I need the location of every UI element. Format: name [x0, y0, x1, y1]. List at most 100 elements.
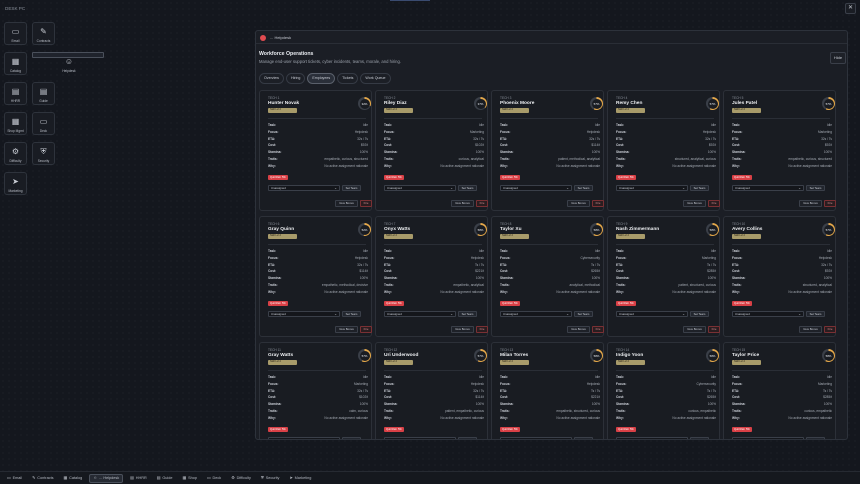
employee-id: TECH 5: [732, 96, 744, 100]
taskbar-item-difficulty[interactable]: ⚙ Difficulty: [228, 474, 254, 483]
tab-overview[interactable]: Overview: [259, 73, 284, 84]
give-bonus-button[interactable]: Give Bonus: [799, 326, 822, 333]
set-team-button[interactable]: Set Team: [458, 437, 477, 439]
set-team-button[interactable]: Set Team: [806, 311, 825, 317]
chevron-down-icon: ⌄: [334, 312, 337, 316]
team-select[interactable]: Unassigned ⌄: [500, 437, 572, 439]
set-team-button[interactable]: Set Team: [690, 437, 709, 439]
detail-row-task: Task: Idle: [500, 248, 600, 255]
team-select[interactable]: Unassigned ⌄: [384, 185, 456, 191]
divider: [500, 244, 598, 245]
hide-button[interactable]: Hide: [830, 52, 846, 64]
employee-details: Task: Idle Focus: Helpdesk ETA: 32s / Ts Cost:…: [384, 374, 484, 422]
tab-hiring[interactable]: Hiring: [285, 73, 306, 84]
taskbar-item-catalog[interactable]: ▦ Catalog: [61, 474, 86, 483]
taskbar-item-email[interactable]: ▭ Email: [4, 474, 25, 483]
taskbar-item-security[interactable]: ⛨ Security: [258, 474, 283, 483]
desktop-icon-guide[interactable]: ▤ Guide: [32, 82, 55, 105]
desktop-icon-security[interactable]: ⛨ Security: [32, 142, 55, 165]
team-select[interactable]: Unassigned ⌄: [616, 311, 688, 317]
desktop-icon-difficulty[interactable]: ⚙ Difficulty: [4, 142, 27, 165]
set-team-button[interactable]: Set Team: [342, 437, 361, 439]
fire-button[interactable]: Fire: [824, 200, 836, 207]
taskbar-item-deck[interactable]: ▭ Deck: [204, 474, 224, 483]
team-select-value: Unassigned: [735, 312, 750, 316]
team-select[interactable]: Unassigned ⌄: [268, 311, 340, 317]
set-team-button[interactable]: Set Team: [342, 311, 361, 317]
fire-button[interactable]: Fire: [592, 326, 604, 333]
taskbar-item-guide[interactable]: ▤ Guide: [154, 474, 176, 483]
taskbar-item-helpdesk[interactable]: ☺... Helpdesk: [89, 473, 124, 483]
fire-button[interactable]: Fire: [360, 200, 372, 207]
team-select-value: Unassigned: [387, 186, 402, 190]
fire-button[interactable]: Fire: [708, 326, 720, 333]
detail-label: Focus:: [500, 381, 511, 386]
team-select[interactable]: Unassigned ⌄: [616, 437, 688, 439]
window-close-button[interactable]: [260, 34, 266, 41]
taskbar-item-shop[interactable]: ▦ Shop: [179, 474, 199, 483]
taskbar-item-contracts[interactable]: ✎ Contracts: [29, 474, 56, 483]
tab-employees[interactable]: Employees: [307, 73, 336, 84]
set-team-button[interactable]: Set Team: [806, 185, 825, 191]
team-select[interactable]: Unassigned ⌄: [500, 311, 572, 317]
skill-badge: Skill Lvl 2: [268, 234, 297, 239]
detail-value: Helpdesk: [354, 255, 368, 260]
team-select-value: Unassigned: [735, 186, 750, 190]
desktop-icon-email[interactable]: ▭ Email: [4, 22, 27, 45]
give-bonus-button[interactable]: Give Bonus: [567, 326, 590, 333]
give-bonus-button[interactable]: Give Bonus: [683, 200, 706, 207]
set-team-button[interactable]: Set Team: [574, 437, 593, 439]
team-select[interactable]: Unassigned ⌄: [268, 185, 340, 191]
window-titlebar[interactable]: ... Helpdesk: [256, 31, 847, 44]
team-select[interactable]: Unassigned ⌄: [732, 311, 804, 317]
detail-row-why: Why: No active assignment rationale: [500, 415, 600, 422]
contracts-icon: ✎: [32, 475, 36, 480]
set-team-button[interactable]: Set Team: [806, 437, 825, 439]
desktop-icon-helpdesk[interactable]: ☺ Helpdesk: [32, 52, 104, 73]
detail-row-eta: ETA: Ts / Ts: [616, 262, 716, 269]
fire-button[interactable]: Fire: [824, 326, 836, 333]
give-bonus-button[interactable]: Give Bonus: [451, 200, 474, 207]
detail-row-stamina: Stamina: 100%: [616, 275, 716, 282]
set-team-button[interactable]: Set Team: [574, 311, 593, 317]
give-bonus-button[interactable]: Give Bonus: [683, 326, 706, 333]
team-select[interactable]: Unassigned ⌄: [500, 185, 572, 191]
desktop-icon-shop[interactable]: ▦ Shop Mgmt: [4, 112, 27, 135]
set-team-button[interactable]: Set Team: [458, 185, 477, 191]
detail-value: Idle: [826, 375, 832, 379]
fire-button[interactable]: Fire: [708, 200, 720, 207]
detail-row-cost: Cost: $265/t: [616, 394, 716, 401]
detail-value: 32s / Ts: [589, 136, 600, 141]
tab-work-queue[interactable]: Work Queue: [360, 73, 391, 84]
team-select-value: Unassigned: [619, 186, 634, 190]
fire-button[interactable]: Fire: [476, 200, 488, 207]
team-select[interactable]: Unassigned ⌄: [384, 311, 456, 317]
desktop-icon-deck[interactable]: ▭ Deck: [32, 112, 55, 135]
set-team-button[interactable]: Set Team: [458, 311, 477, 317]
team-select[interactable]: Unassigned ⌄: [268, 437, 340, 439]
desktop-icon-marketing[interactable]: ➤ Marketing: [4, 172, 27, 195]
desktop-icon-hhrr[interactable]: ▤ HHRR: [4, 82, 27, 105]
team-select[interactable]: Unassigned ⌄: [732, 437, 804, 439]
fire-button[interactable]: Fire: [592, 200, 604, 207]
taskbar-item-marketing[interactable]: ➤ Marketing: [286, 474, 314, 483]
set-team-button[interactable]: Set Team: [574, 185, 593, 191]
give-bonus-button[interactable]: Give Bonus: [567, 200, 590, 207]
desktop-icon-contracts[interactable]: ✎ Contracts: [32, 22, 55, 45]
team-select[interactable]: Unassigned ⌄: [384, 437, 456, 439]
close-icon[interactable]: ✕: [845, 3, 856, 14]
give-bonus-button[interactable]: Give Bonus: [335, 326, 358, 333]
team-select[interactable]: Unassigned ⌄: [616, 185, 688, 191]
fire-button[interactable]: Fire: [476, 326, 488, 333]
fire-button[interactable]: Fire: [360, 326, 372, 333]
set-team-button[interactable]: Set Team: [690, 185, 709, 191]
set-team-button[interactable]: Set Team: [342, 185, 361, 191]
give-bonus-button[interactable]: Give Bonus: [451, 326, 474, 333]
desktop-icon-catalog[interactable]: ▦ Catalog: [4, 52, 27, 75]
give-bonus-button[interactable]: Give Bonus: [335, 200, 358, 207]
set-team-button[interactable]: Set Team: [690, 311, 709, 317]
give-bonus-button[interactable]: Give Bonus: [799, 200, 822, 207]
team-select[interactable]: Unassigned ⌄: [732, 185, 804, 191]
tab-tickets[interactable]: Tickets: [337, 73, 359, 84]
taskbar-item-hhrr[interactable]: ▤ HHRR: [127, 474, 150, 483]
